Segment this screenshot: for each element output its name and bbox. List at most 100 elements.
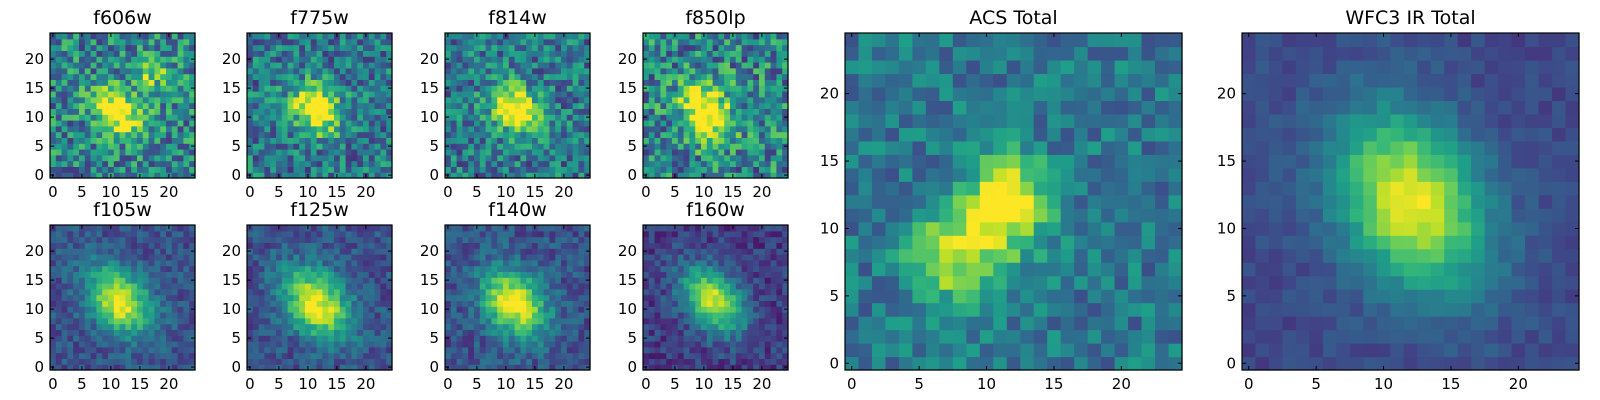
- heatmap-cell: [137, 120, 144, 127]
- heatmap-cell: [474, 306, 481, 313]
- heatmap-cell: [764, 166, 772, 173]
- heatmap-cell: [55, 358, 63, 365]
- heatmap-cell: [345, 248, 352, 255]
- heatmap-cell: [334, 236, 341, 243]
- heatmap-cell: [108, 50, 115, 57]
- heatmap-cell: [177, 329, 184, 336]
- heatmap-cell: [643, 44, 650, 51]
- heatmap-cell: [345, 154, 352, 162]
- heatmap-cell: [357, 67, 364, 75]
- heatmap-cell: [374, 288, 381, 296]
- heatmap-cell: [508, 108, 516, 115]
- heatmap-cell: [305, 143, 312, 150]
- heatmap-cell: [310, 329, 318, 336]
- heatmap-cell: [334, 254, 341, 261]
- heatmap-cell: [549, 114, 556, 121]
- heatmap-cell: [148, 323, 155, 330]
- heatmap-cell: [561, 73, 568, 80]
- heatmap-cell: [578, 33, 585, 40]
- heatmap-cell: [108, 242, 115, 249]
- y-tick-label: 10: [222, 108, 241, 126]
- heatmap-cell: [287, 67, 294, 75]
- y-tick-label: 0: [34, 358, 44, 376]
- heatmap-cell: [526, 166, 533, 173]
- heatmap-cell: [718, 120, 725, 127]
- heatmap-cell: [293, 73, 300, 80]
- x-tick-label: 15: [525, 183, 544, 201]
- heatmap-cell: [281, 306, 289, 313]
- heatmap-cell: [386, 62, 393, 69]
- heatmap-cell: [753, 306, 760, 313]
- heatmap-cell: [79, 67, 86, 75]
- heatmap-cell: [654, 33, 661, 40]
- heatmap-cell: [450, 149, 458, 156]
- heatmap-cell: [363, 335, 370, 342]
- heatmap-cell: [154, 265, 161, 272]
- heatmap-cell: [281, 248, 289, 255]
- heatmap-cell: [764, 358, 772, 365]
- heatmap-cell: [305, 120, 312, 127]
- heatmap-cell: [334, 44, 341, 51]
- heatmap-cell: [322, 125, 329, 133]
- heatmap-cell: [706, 50, 714, 57]
- heatmap-cell: [561, 306, 568, 313]
- heatmap-cell: [177, 335, 184, 342]
- heatmap-cell: [479, 62, 487, 69]
- heatmap-cell: [334, 62, 341, 69]
- heatmap-cell: [79, 166, 86, 173]
- heatmap-cell: [497, 38, 504, 46]
- heatmap-cell: [747, 160, 754, 167]
- heatmap-cell: [724, 323, 731, 330]
- heatmap-cell: [776, 56, 783, 63]
- heatmap-cell: [293, 317, 300, 325]
- heatmap-cell: [252, 312, 260, 319]
- heatmap-cell: [368, 358, 376, 365]
- heatmap-cell: [310, 352, 318, 359]
- heatmap-cell: [160, 271, 167, 278]
- heatmap-cell: [578, 67, 585, 75]
- heatmap-cell: [776, 364, 783, 371]
- heatmap-cell: [55, 85, 63, 92]
- heatmap-cell: [73, 50, 80, 57]
- heatmap-cell: [247, 166, 254, 173]
- heatmap-cell: [293, 102, 300, 109]
- heatmap-cell: [287, 33, 294, 40]
- heatmap-cell: [666, 300, 673, 307]
- heatmap-cell: [177, 352, 184, 359]
- heatmap-cell: [666, 96, 673, 104]
- heatmap-cell: [252, 114, 260, 121]
- heatmap-cell: [508, 259, 516, 267]
- heatmap-cell: [503, 277, 510, 284]
- heatmap-cell: [648, 154, 656, 162]
- heatmap-cell: [730, 160, 737, 167]
- heatmap-cell: [450, 323, 458, 330]
- heatmap-cell: [55, 271, 63, 278]
- heatmap-cell: [276, 242, 283, 249]
- heatmap-cell: [660, 91, 667, 98]
- heatmap-cell: [724, 149, 731, 156]
- heatmap-cell: [578, 346, 585, 354]
- heatmap-cell: [363, 154, 370, 162]
- heatmap-cell: [334, 73, 341, 80]
- heatmap-cell: [102, 294, 109, 301]
- heatmap-cell: [491, 236, 498, 243]
- heatmap-cell: [102, 352, 109, 359]
- heatmap-cell: [724, 306, 731, 313]
- heatmap-cell: [537, 259, 545, 267]
- heatmap-cell: [776, 91, 783, 98]
- heatmap-cell: [508, 73, 516, 80]
- heatmap-cell: [474, 120, 481, 127]
- heatmap-cell: [666, 341, 673, 348]
- heatmap-cell: [339, 33, 347, 40]
- heatmap-cell: [368, 160, 376, 167]
- heatmap-cell: [741, 364, 748, 371]
- heatmap-cell: [474, 44, 481, 51]
- heatmap-cell: [368, 277, 376, 284]
- heatmap-cell: [334, 335, 341, 342]
- heatmap-cell: [154, 317, 161, 325]
- heatmap-cell: [764, 364, 772, 371]
- heatmap-cell: [660, 137, 667, 144]
- heatmap-cell: [514, 323, 521, 330]
- heatmap-cell: [247, 259, 254, 267]
- heatmap-cell: [532, 329, 539, 336]
